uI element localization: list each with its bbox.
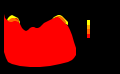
Bar bbox=[87, 25, 90, 29]
Polygon shape bbox=[4, 4, 76, 67]
Bar bbox=[87, 20, 90, 25]
Polygon shape bbox=[54, 16, 66, 24]
Polygon shape bbox=[52, 15, 68, 25]
Polygon shape bbox=[8, 18, 19, 22]
Polygon shape bbox=[7, 15, 20, 24]
Bar bbox=[87, 34, 90, 38]
Bar bbox=[87, 29, 90, 34]
